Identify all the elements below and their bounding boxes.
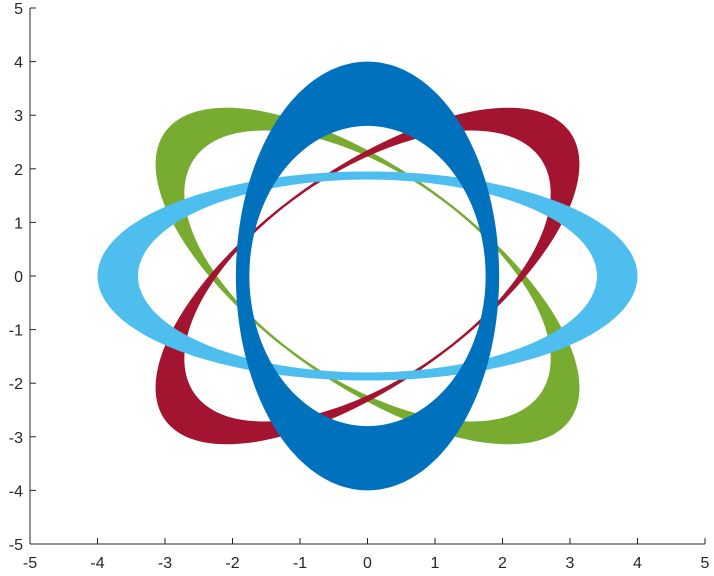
y-tick-label: -4 (9, 483, 23, 500)
y-tick-label: -5 (9, 537, 23, 554)
y-tick-label: 5 (14, 1, 23, 18)
ring-series-2 (155, 107, 580, 445)
x-tick-label: 1 (431, 555, 440, 572)
y-tick-label: 4 (14, 55, 23, 72)
y-tick-label: -2 (9, 376, 23, 393)
x-tick-label: -5 (23, 555, 37, 572)
x-tick-label: 4 (633, 555, 642, 572)
axes: -5 -4 -3 -2 -1 0 1 2 3 4 5 -5 -4 -3 -2 -1 0 1 2 3 4 5 (9, 1, 710, 572)
x-tick-label: 3 (566, 555, 575, 572)
y-tick-label: -3 (9, 430, 23, 447)
y-tick-label: 0 (14, 269, 23, 286)
x-tick-label: 2 (498, 555, 507, 572)
x-tick-label: 5 (701, 555, 710, 572)
x-tick-label: -2 (225, 555, 239, 572)
x-tick-label: 0 (363, 555, 372, 572)
x-tick-label: -4 (90, 555, 104, 572)
plot-area (97, 61, 638, 491)
y-tick-label: 3 (14, 108, 23, 125)
x-tick-label: -3 (158, 555, 172, 572)
y-tick-label: 1 (14, 215, 23, 232)
ring-series-4 (235, 61, 500, 491)
ring-series-1 (155, 107, 580, 445)
y-tick-label: -1 (9, 323, 23, 340)
x-tick-label: -1 (293, 555, 307, 572)
y-tick-label: 2 (14, 162, 23, 179)
ring-series-3 (97, 171, 638, 381)
